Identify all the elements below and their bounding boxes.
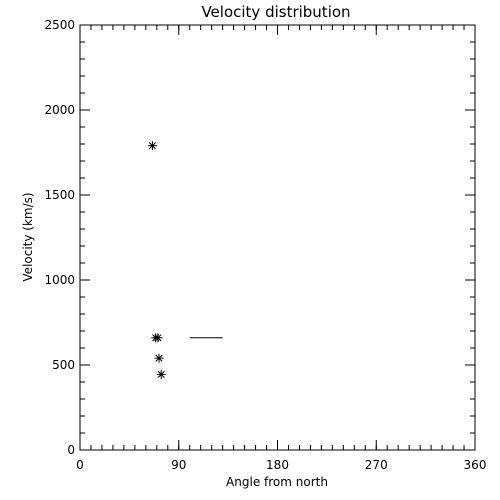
y-axis-label: Velocity (km/s) <box>21 192 35 281</box>
y-tick-label: 0 <box>67 443 75 457</box>
y-tick-label: 2000 <box>44 103 75 117</box>
data-point <box>156 369 166 379</box>
y-tick-label: 500 <box>52 358 75 372</box>
data-point <box>153 333 163 343</box>
axis-tick-labels: 0 90 180 270 360 0 500 1000 1500 2000 2500 <box>44 18 486 472</box>
y-tick-label: 1000 <box>44 273 75 287</box>
chart-title: Velocity distribution <box>201 3 350 21</box>
plot-frame <box>79 24 476 451</box>
data-point <box>147 141 157 151</box>
y-tick-label: 2500 <box>44 18 75 32</box>
x-tick-label: 270 <box>365 458 388 472</box>
axis-ticks <box>79 24 476 451</box>
y-tick-label: 1500 <box>44 188 75 202</box>
x-tick-label: 180 <box>266 458 289 472</box>
x-tick-label: 360 <box>464 458 487 472</box>
data-marks <box>147 141 223 379</box>
x-tick-label: 0 <box>76 458 84 472</box>
x-axis-label: Angle from north <box>226 475 328 489</box>
x-tick-label: 90 <box>171 458 186 472</box>
data-point <box>154 353 164 363</box>
